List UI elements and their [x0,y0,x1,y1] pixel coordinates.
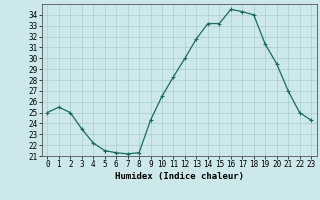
X-axis label: Humidex (Indice chaleur): Humidex (Indice chaleur) [115,172,244,181]
